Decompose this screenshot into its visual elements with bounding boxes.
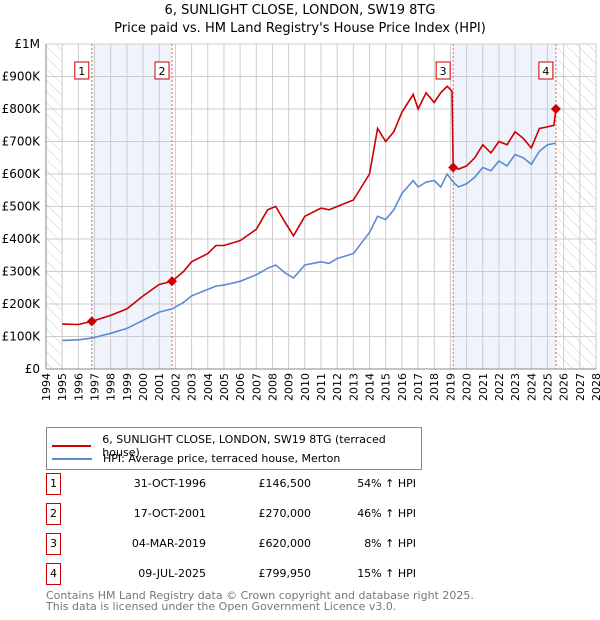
y-tick-label: £300K xyxy=(2,265,42,279)
x-tick-label: 2026 xyxy=(558,373,571,401)
x-tick-label: 2022 xyxy=(493,373,506,401)
x-tick-label: 2001 xyxy=(153,373,166,401)
x-tick-label: 2012 xyxy=(331,373,344,401)
sale-row: 3 04-MAR-2019 £620,000 8% ↑ HPI xyxy=(46,533,446,555)
sale-hpi-diff: 8% ↑ HPI xyxy=(364,537,416,550)
chart-legend: 6, SUNLIGHT CLOSE, LONDON, SW19 8TG (ter… xyxy=(46,427,422,470)
x-tick-label: 2017 xyxy=(412,373,425,401)
footer-copyright: Contains HM Land Registry data © Crown c… xyxy=(46,589,474,602)
sale-label-box xyxy=(538,61,554,80)
sale-label-number: 1 xyxy=(78,65,85,78)
footer-licence: This data is licensed under the Open Gov… xyxy=(46,600,397,613)
x-tick-label: 2016 xyxy=(396,373,409,401)
legend-swatch-blue xyxy=(52,457,92,460)
price-chart: 1994 1995 1996 1997 1998 1999 2000 2001 2002 2003… xyxy=(2,37,600,401)
x-tick-label: 2005 xyxy=(218,373,231,401)
sale-point-marker xyxy=(448,162,459,173)
sale-row: 4 09-JUL-2025 £799,950 15% ↑ HPI xyxy=(46,563,446,585)
legend-item-hpi: HPI: Average price, terraced house, Mert… xyxy=(52,452,340,465)
x-tick-label: 2024 xyxy=(525,373,538,401)
x-tick-label: 1999 xyxy=(121,373,134,401)
sale-point-marker xyxy=(550,104,561,115)
sale-price: £799,950 xyxy=(258,567,312,580)
sale-price: £620,000 xyxy=(258,537,312,550)
legend-label: 6, SUNLIGHT CLOSE, LONDON, SW19 8TG (ter… xyxy=(102,433,386,459)
x-tick-label: 2000 xyxy=(137,373,150,401)
y-tick-label: £500K xyxy=(2,200,42,214)
y-tick-label: £700K xyxy=(2,135,42,149)
x-tick-label: 2019 xyxy=(444,373,457,401)
x-tick-label: 2003 xyxy=(186,373,199,401)
y-tick-label: £1M xyxy=(14,37,40,51)
sale-date: 04-MAR-2019 xyxy=(131,537,206,550)
x-tick-label: 2015 xyxy=(380,373,393,401)
x-tick-label: 2006 xyxy=(234,373,247,401)
y-tick-label: £100K xyxy=(2,330,42,344)
x-tick-label: 2002 xyxy=(169,373,182,401)
y-tick-label: £200K xyxy=(2,297,42,311)
y-tick-label: £400K xyxy=(2,232,42,246)
legend-item-property: 6, SUNLIGHT CLOSE, LONDON, SW19 8TG (ter… xyxy=(52,433,421,459)
sale-hpi-diff: 54% ↑ HPI xyxy=(357,477,416,490)
x-tick-label: 2023 xyxy=(509,373,522,401)
x-tick-label: 2027 xyxy=(574,373,587,401)
chart-subtitle: Price paid vs. HM Land Registry's House … xyxy=(114,21,486,36)
sale-number-badge: 1 xyxy=(46,473,61,495)
sale-date: 31-OCT-1996 xyxy=(133,477,206,490)
y-tick-label: £600K xyxy=(2,167,42,181)
sale-date: 17-OCT-2001 xyxy=(133,507,206,520)
sale-number-badge: 3 xyxy=(46,533,61,555)
sale-point-marker xyxy=(86,316,97,327)
legend-swatch-red xyxy=(52,445,92,447)
sale-label-number: 2 xyxy=(159,65,166,78)
sale-date: 09-JUL-2025 xyxy=(138,567,206,580)
x-tick-label: 1996 xyxy=(72,373,85,401)
x-tick-label: 2009 xyxy=(283,373,296,401)
x-tick-label: 1994 xyxy=(40,373,53,401)
property-series-line xyxy=(62,85,557,326)
x-tick-label: 1997 xyxy=(89,373,102,401)
x-tick-label: 2014 xyxy=(364,373,377,401)
sale-number-badge: 2 xyxy=(46,503,61,525)
sale-label-box xyxy=(74,61,90,80)
x-tick-label: 2018 xyxy=(428,373,441,401)
x-tick-label: 2020 xyxy=(461,373,474,401)
sale-label-number: 4 xyxy=(542,65,549,78)
x-tick-label: 2008 xyxy=(266,373,279,401)
y-tick-label: £900K xyxy=(2,70,42,84)
x-tick-label: 1995 xyxy=(56,373,69,401)
x-tick-label: 2004 xyxy=(202,373,215,401)
x-tick-label: 2013 xyxy=(347,373,360,401)
sale-hpi-diff: 15% ↑ HPI xyxy=(357,567,416,580)
x-tick-label: 2025 xyxy=(541,373,554,401)
sale-label-box xyxy=(435,61,451,80)
x-tick-label: 1998 xyxy=(105,373,118,401)
x-tick-label: 2028 xyxy=(590,373,600,401)
sale-label-box xyxy=(154,61,170,80)
x-tick-label: 2021 xyxy=(477,373,490,401)
hpi-series-line xyxy=(62,142,557,342)
sale-number-badge: 4 xyxy=(46,563,61,585)
sale-row: 1 31-OCT-1996 £146,500 54% ↑ HPI xyxy=(46,473,446,495)
sale-label-number: 3 xyxy=(440,65,447,78)
legend-label: HPI: Average price, terraced house, Mert… xyxy=(103,452,341,465)
chart-title: 6, SUNLIGHT CLOSE, LONDON, SW19 8TG xyxy=(164,3,436,18)
y-tick-label: £0 xyxy=(25,362,40,376)
sale-price: £146,500 xyxy=(258,477,312,490)
sale-price: £270,000 xyxy=(258,507,312,520)
sale-point-marker xyxy=(167,276,178,287)
y-tick-label: £800K xyxy=(2,102,42,116)
x-tick-label: 2011 xyxy=(315,373,328,401)
sale-row: 2 17-OCT-2001 £270,000 46% ↑ HPI xyxy=(46,503,446,525)
x-tick-label: 2007 xyxy=(250,373,263,401)
sale-hpi-diff: 46% ↑ HPI xyxy=(357,507,416,520)
x-tick-label: 2010 xyxy=(299,373,312,401)
